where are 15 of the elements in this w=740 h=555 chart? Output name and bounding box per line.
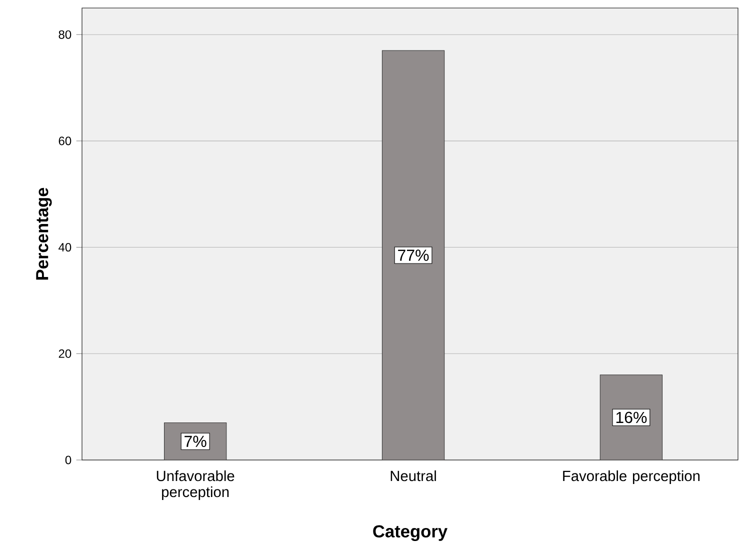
- x-tick-label: Neutral: [390, 470, 436, 482]
- y-tick-label: 80: [58, 30, 72, 39]
- y-tick-label: 60: [58, 136, 72, 146]
- x-tick-label: Unfavorable perception: [156, 470, 234, 500]
- y-tick-label: 20: [58, 349, 72, 358]
- data-label: 77%: [398, 250, 429, 261]
- y-tick-label: 40: [58, 243, 72, 252]
- y-axis-title: Percentage: [36, 188, 52, 280]
- data-label: 16%: [616, 412, 647, 424]
- x-tick-label: Favorable perception: [563, 470, 700, 484]
- bar: [382, 50, 445, 460]
- x-axis-title: Category: [373, 525, 448, 541]
- data-label: 7%: [184, 436, 206, 447]
- y-tick-label: 0: [65, 456, 72, 464]
- bar: [600, 374, 663, 460]
